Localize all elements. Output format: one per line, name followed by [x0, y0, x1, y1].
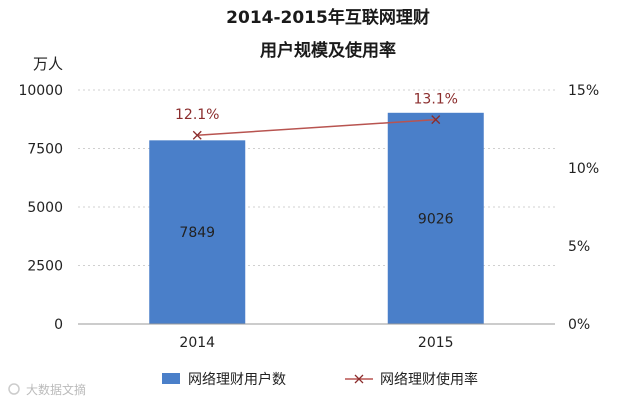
- legend: 网络理财用户数 网络理财使用率: [162, 371, 478, 388]
- watermark-text: 大数据文摘: [26, 382, 86, 397]
- right-axis-tick-label: 0%: [568, 317, 590, 333]
- bar: [149, 140, 246, 324]
- line-point: [192, 130, 202, 140]
- line-series: 12.1% 13.1%: [175, 92, 458, 140]
- x-axis-tick-label: 2015: [418, 335, 454, 351]
- x-axis-ticks: 2014 2015: [179, 335, 453, 351]
- chart-title: 2014-2015年互联网理财 用户规模及使用率: [226, 7, 430, 61]
- left-axis-tick-label: 7500: [27, 142, 63, 158]
- bar-data-label: 7849: [179, 225, 215, 241]
- left-axis-tick-label: 2500: [27, 259, 63, 275]
- right-axis-tick-label: 5%: [568, 239, 590, 255]
- line-data-label: 13.1%: [414, 92, 458, 108]
- legend-line-swatch: [345, 374, 373, 384]
- right-axis-tick-label: 10%: [568, 161, 599, 177]
- right-axis-ticks: 0% 5% 10% 15%: [568, 83, 599, 333]
- left-axis-ticks: 0 2500 5000 7500 10000: [18, 83, 63, 333]
- watermark: 大数据文摘: [8, 382, 86, 397]
- line-path: [197, 118, 436, 136]
- chart-title-line-2: 用户规模及使用率: [260, 40, 396, 61]
- left-axis-tick-label: 10000: [18, 83, 63, 99]
- bar: [387, 112, 484, 325]
- bar-series: 7849 9026: [149, 112, 484, 325]
- legend-line-label: 网络理财使用率: [380, 371, 478, 388]
- chart-title-line-1: 2014-2015年互联网理财: [226, 7, 430, 28]
- watermark-logo-icon: [8, 383, 20, 395]
- left-axis-tick-label: 5000: [27, 200, 63, 216]
- legend-bar-label: 网络理财用户数: [188, 371, 286, 388]
- y-axis-unit-label: 万人: [33, 55, 63, 73]
- bar-data-label: 9026: [418, 211, 454, 227]
- line-data-label: 12.1%: [175, 107, 219, 123]
- left-axis-tick-label: 0: [54, 317, 63, 333]
- line-point: [431, 115, 441, 125]
- x-axis-tick-label: 2014: [179, 335, 215, 351]
- legend-bar-swatch: [162, 373, 180, 384]
- right-axis-tick-label: 15%: [568, 83, 599, 99]
